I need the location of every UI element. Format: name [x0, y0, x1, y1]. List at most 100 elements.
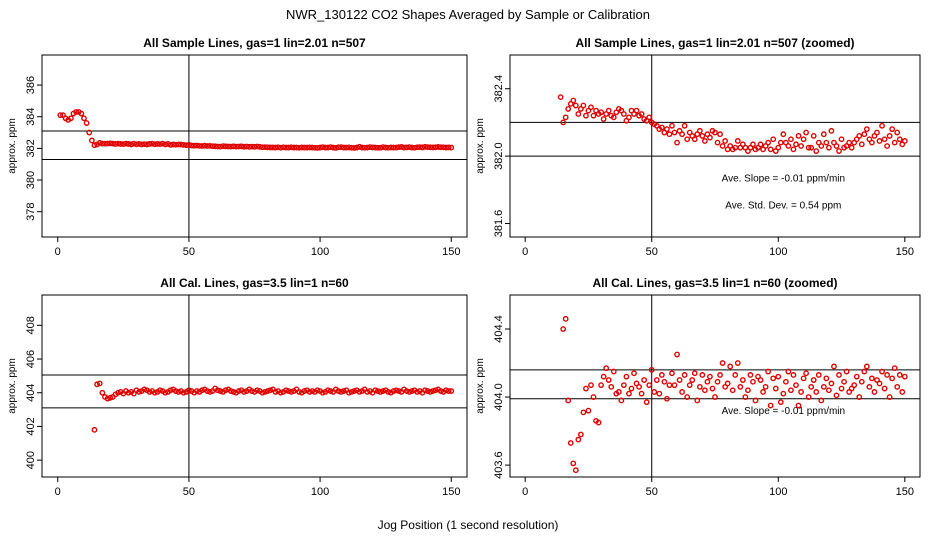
panel-4-data-point	[707, 373, 713, 380]
panel-3-data-point	[193, 388, 200, 394]
panel-1-data-point	[230, 143, 237, 150]
panel-1-data-point	[241, 143, 247, 150]
panel-2-data-point	[775, 144, 782, 151]
panel-1-data-point	[102, 140, 108, 147]
panel-1-data-point	[73, 109, 80, 115]
panel-1-ytick-label-2: 380	[25, 171, 37, 189]
panel-4-data-point	[785, 368, 792, 375]
panel-4-data-point	[734, 360, 741, 366]
panel-4-xtick-label-4: 150	[896, 486, 914, 498]
panel-1-data-point	[233, 143, 240, 150]
panel-4-data-point	[590, 394, 597, 400]
panel-1-points	[57, 109, 455, 151]
panel-4-data-point	[664, 395, 670, 402]
panel-4-data-point	[676, 377, 683, 383]
panel-3-data-point	[372, 387, 379, 394]
panel-1-data-point	[335, 144, 342, 151]
panel-2-xtick-label-2: 50	[646, 246, 658, 258]
panel-3-data-point	[403, 388, 410, 394]
panel-4-data-point	[889, 375, 896, 382]
panel-1-data-point	[214, 143, 221, 150]
panel-4-data-point	[572, 467, 579, 474]
panel-3-data-point	[214, 387, 221, 394]
panel-1-data-point	[367, 144, 373, 151]
panel-1-data-point	[322, 144, 329, 151]
panel-1-data-point	[191, 142, 198, 149]
panel-4-data-point	[588, 382, 594, 389]
panel-4-data-point	[585, 407, 592, 414]
panel-1-data-point	[285, 144, 292, 151]
panel-1-data-point	[440, 144, 447, 151]
panel-4-annotation-1: Ave. Slope = -0.01 ppm/min	[722, 406, 846, 417]
panel-4-data-point	[790, 372, 797, 378]
panel-1-data-point	[269, 144, 276, 151]
panel-4-data-point	[884, 372, 890, 378]
panel-4-data-point	[674, 351, 680, 358]
panel-2-data-point	[856, 132, 863, 139]
panel-1-data-point	[57, 112, 64, 119]
panel-1-data-point	[259, 144, 266, 151]
panel-1-data-point	[107, 140, 114, 147]
panel-2-data-point	[863, 126, 870, 133]
panel-3-data-point	[227, 388, 234, 394]
panel-2-data-point	[666, 131, 673, 138]
panel-4-data-point	[813, 389, 820, 395]
panel-2-data-point	[674, 139, 680, 146]
panel-1-data-point	[416, 144, 423, 151]
panel-2-data-point	[846, 139, 853, 146]
panel-4-data-point	[762, 383, 769, 390]
panel-1-data-point	[414, 144, 421, 151]
panel-1-data-point	[296, 144, 302, 151]
panel-1-xtick-label-4: 150	[442, 246, 460, 258]
panel-3-data-point	[222, 387, 229, 394]
panel-4-data-point	[595, 419, 602, 426]
panel-4-data-point	[636, 383, 642, 390]
panel-4-data-point	[658, 372, 665, 378]
panel-1-data-point	[172, 141, 179, 148]
panel-4-data-point	[891, 365, 898, 372]
panel-1-data-point	[445, 144, 452, 151]
panel-2-data-point	[610, 114, 617, 121]
panel-2-data-point	[780, 131, 787, 138]
panel-4-data-point	[777, 399, 784, 406]
panel-4-data-point	[780, 390, 787, 397]
panel-4-data-point	[631, 370, 637, 377]
panel-4-data-point	[628, 385, 635, 392]
panel-1-data-point	[88, 137, 95, 144]
panel-3-data-point	[277, 389, 284, 396]
panel-2-data-point	[562, 114, 569, 121]
panel-1-data-point	[327, 144, 334, 151]
panel-4-data-point	[565, 397, 572, 404]
panel-1-data-point	[186, 141, 192, 148]
panel-3-data-point	[338, 388, 344, 395]
panel-3-data-point	[296, 388, 302, 395]
panel-1-data-point	[212, 143, 219, 150]
panel-1-data-point	[309, 144, 316, 151]
panel-1-data-point	[162, 141, 169, 148]
panel-1-data-point	[128, 141, 135, 148]
panel-1-data-point	[130, 140, 137, 147]
panel-4-data-point	[669, 370, 675, 377]
panel-3-data-point	[107, 394, 114, 401]
panel-1-data-point	[429, 144, 436, 151]
panel-2-data-point	[691, 136, 698, 143]
panel-1-data-point	[443, 144, 449, 151]
panel-2-data-point	[777, 139, 784, 146]
panel-2-data-point	[734, 138, 741, 144]
panel-4-data-point	[638, 390, 645, 397]
panel-1-data-point	[356, 143, 363, 150]
figure-title: NWR_130122 CO2 Shapes Averaged by Sample…	[286, 7, 650, 22]
panel-3-data-point	[199, 387, 205, 394]
panel-4-data-point	[798, 389, 804, 395]
panel-3-data-point	[272, 388, 279, 395]
panel-4-data-point	[699, 372, 706, 378]
panel-4-data-point	[737, 383, 744, 390]
panel-4-title: All Cal. Lines, gas=3.5 lin=1 n=60 (zoom…	[592, 276, 837, 290]
panel-1-data-point	[96, 139, 103, 146]
panel-2: All Sample Lines, gas=1 lin=2.01 n=507 (…	[475, 36, 921, 258]
panel-3-data-point	[264, 388, 271, 394]
panel-1-data-point	[275, 144, 282, 151]
panel-4-data-point	[838, 385, 845, 392]
panel-1-data-point	[317, 144, 323, 151]
panel-3-data-point	[259, 389, 266, 396]
